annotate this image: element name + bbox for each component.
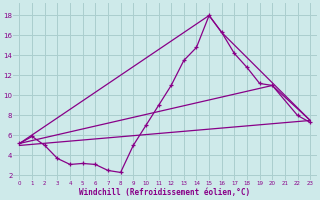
X-axis label: Windchill (Refroidissement éolien,°C): Windchill (Refroidissement éolien,°C) <box>79 188 251 197</box>
